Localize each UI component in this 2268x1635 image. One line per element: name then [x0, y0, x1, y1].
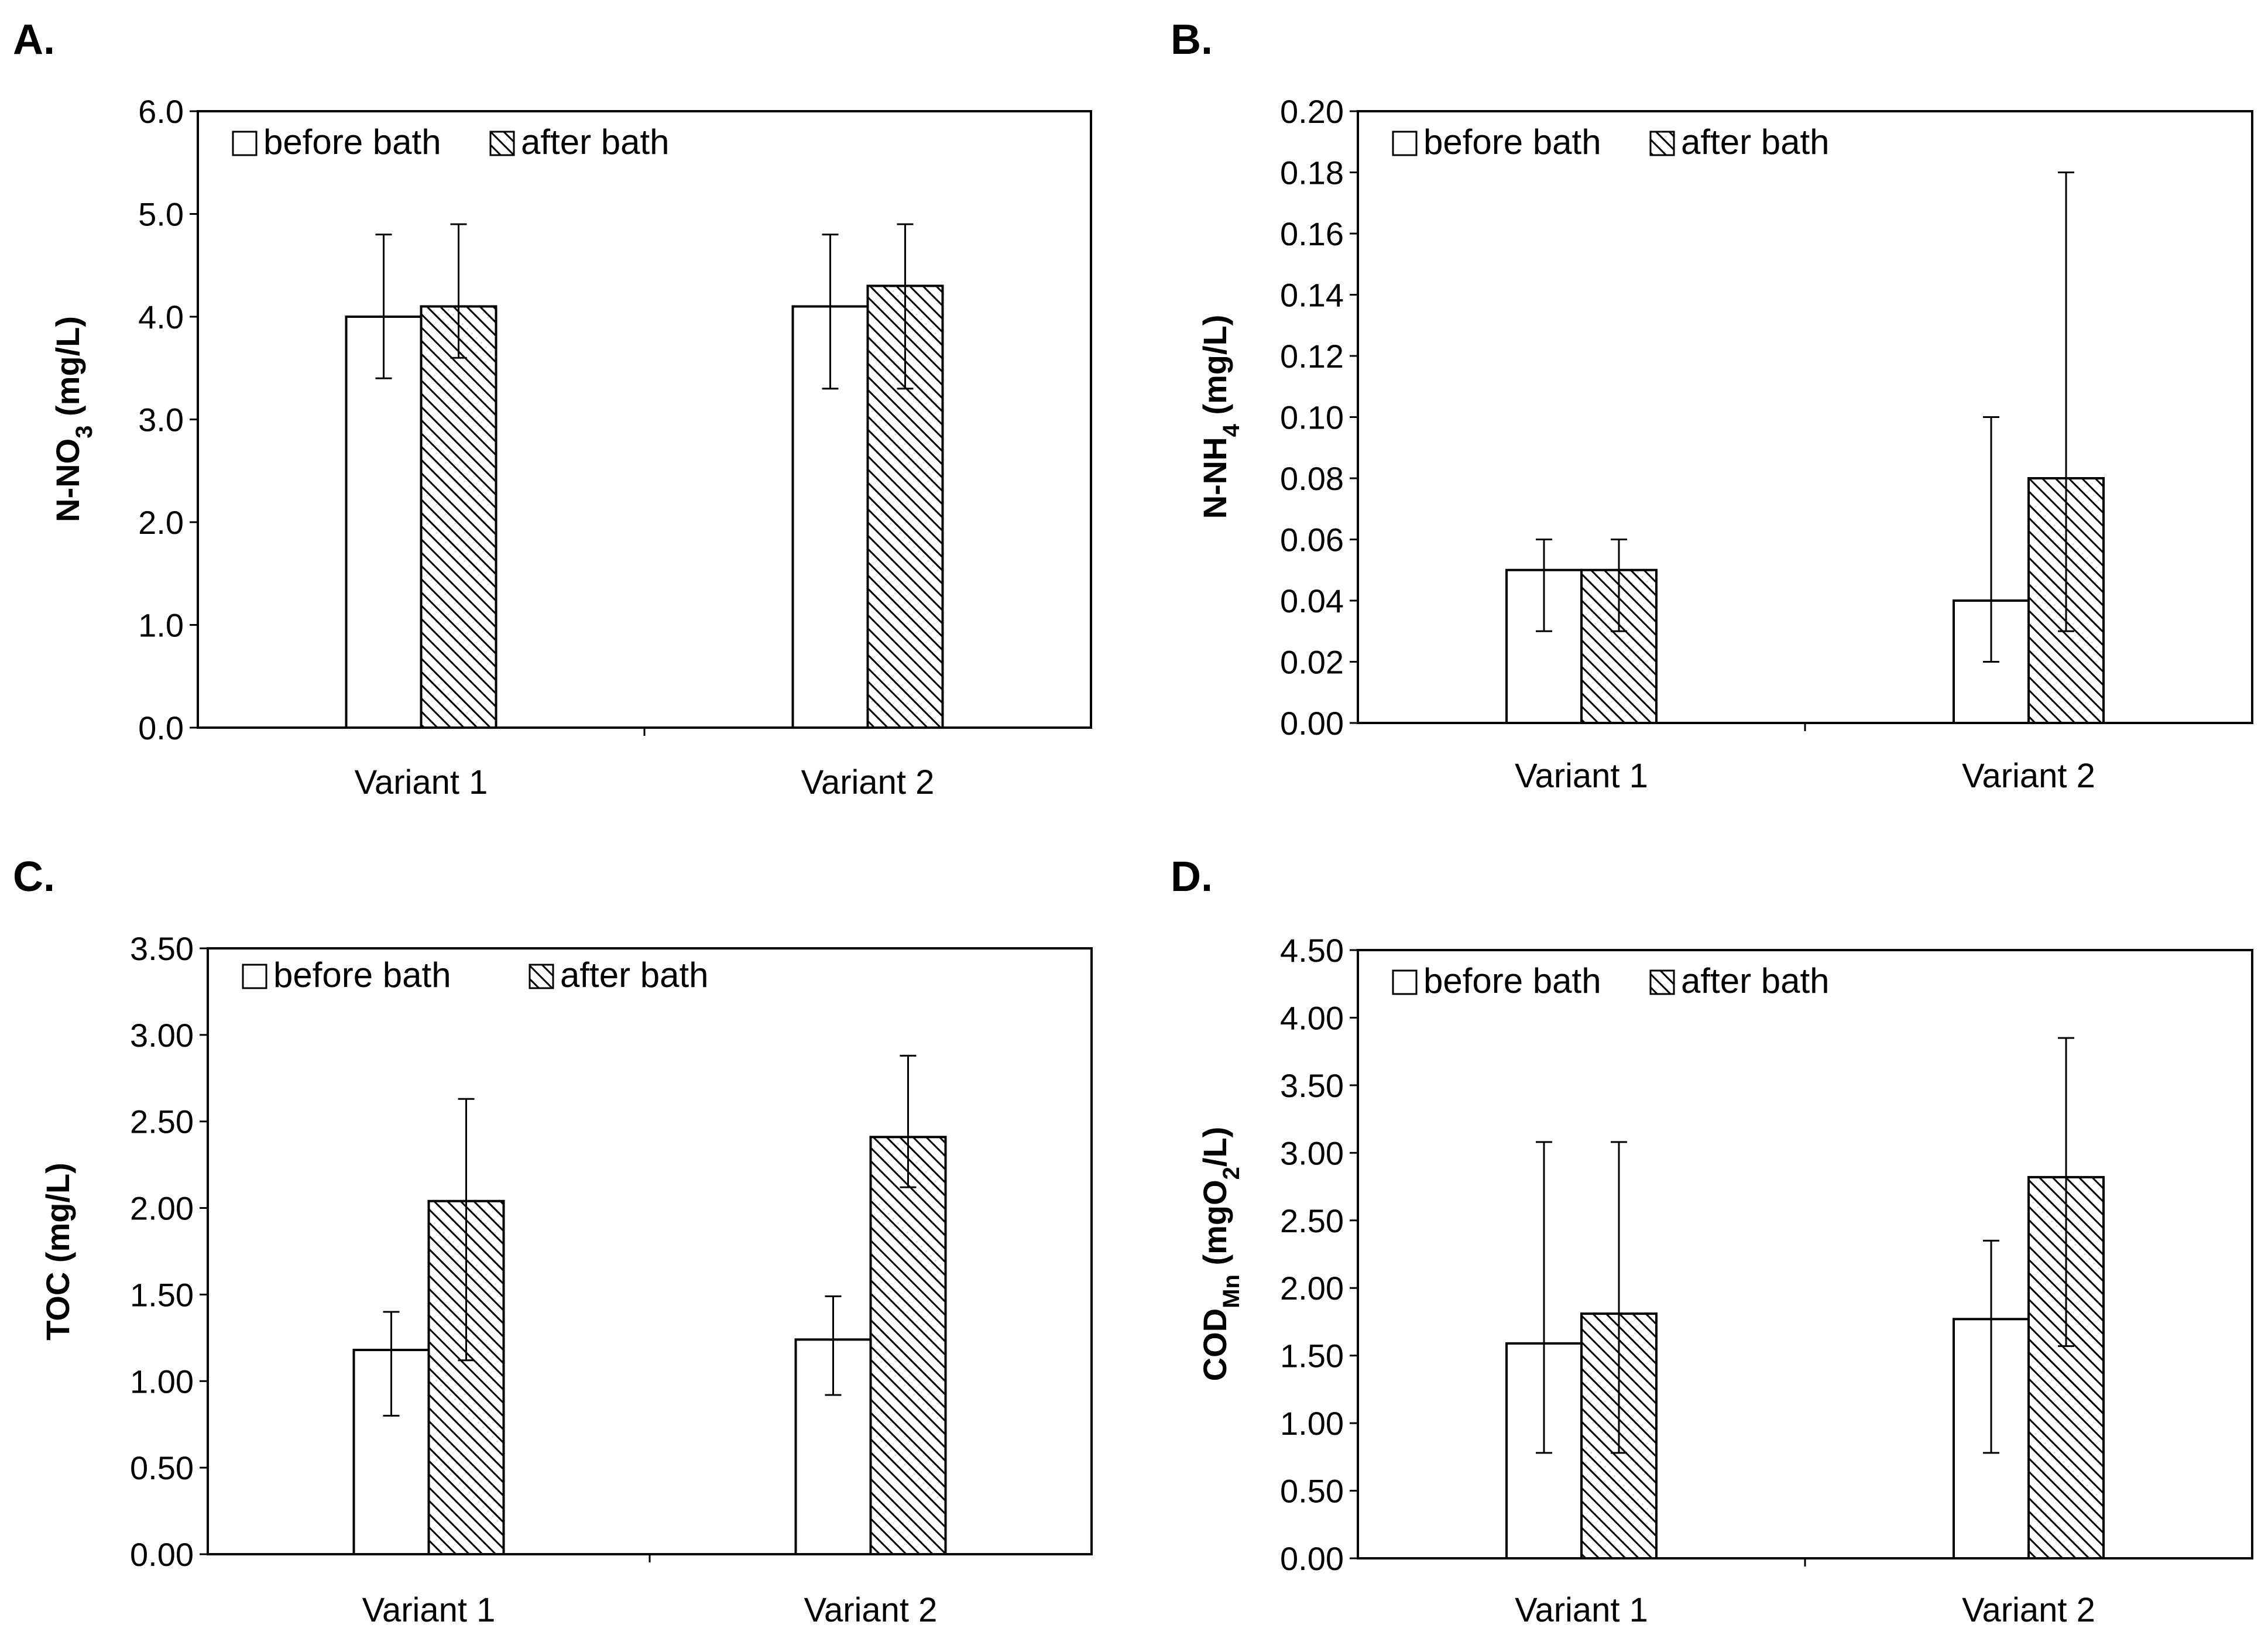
chart-panel-2: B. 0.00 0.02 0.04 0.06 0.08 0.10 0.12 0.14 0.16 0.…	[1171, 16, 2253, 795]
category-label: Variant 1	[362, 1591, 496, 1629]
y-tick-label: 2.0	[138, 504, 184, 541]
legend-label-2: after bath	[521, 122, 670, 162]
y-tick-label: 1.00	[1280, 1405, 1344, 1442]
y-tick-label: 6.0	[138, 93, 184, 130]
bar-after-2	[869, 1136, 947, 1556]
category-label: Variant 1	[355, 763, 488, 801]
y-tick-label: 0.16	[1280, 215, 1344, 252]
bar-before-1	[345, 316, 423, 729]
y-tick-label: 0.14	[1280, 277, 1344, 314]
legend-swatch-1	[242, 964, 267, 989]
legend-swatch-2	[489, 131, 515, 156]
y-tick-label: 0.18	[1280, 155, 1344, 191]
y-tick-label: 0.08	[1280, 460, 1344, 497]
y-label-tail2: /L)	[1196, 1127, 1233, 1167]
y-tick-label: 1.50	[130, 1276, 194, 1313]
y-label-main: TOC (mg/L)	[39, 1163, 76, 1341]
y-axis-label: N-NH4 (mg/L)	[1196, 315, 1244, 519]
y-tick-label: 0.50	[1280, 1473, 1344, 1510]
y-tick-label: 1.00	[130, 1363, 194, 1400]
y-tick-label: 3.50	[1280, 1067, 1344, 1104]
legend-label-1: before bath	[1423, 122, 1601, 162]
plot-frame	[207, 947, 1093, 1555]
y-tick-label: 0.12	[1280, 338, 1344, 375]
y-tick-label: 3.00	[1280, 1134, 1344, 1171]
category-label: Variant 2	[1962, 1591, 2095, 1629]
y-tick-label: 2.00	[1280, 1270, 1344, 1307]
y-tick-label: 2.50	[130, 1103, 194, 1140]
y-label-main: N-NH	[1196, 437, 1233, 519]
y-tick-label: 0.50	[130, 1449, 194, 1486]
y-tick-label: 0.0	[138, 709, 184, 746]
y-tick-label: 3.50	[130, 930, 194, 967]
y-axis-label: TOC (mg/L)	[39, 1163, 76, 1341]
y-tick-label: 2.00	[130, 1190, 194, 1227]
plot-frame	[1357, 949, 2253, 1559]
category-label: Variant 2	[804, 1591, 938, 1629]
chart-panel-1: A. 0.0 1.0 2.0 3.0 4.0 5.0 6.0 N-NO3 (mg/L) Varia…	[13, 16, 1092, 801]
y-tick-label: 1.50	[1280, 1338, 1344, 1375]
y-tick-label: 0.20	[1280, 93, 1344, 130]
bar-after-1	[420, 305, 497, 729]
legend-swatch-1	[232, 131, 258, 156]
plot-frame	[197, 110, 1092, 729]
y-label-sub2: 2	[1219, 1167, 1244, 1180]
legend-swatch-1	[1392, 969, 1418, 995]
y-label-sub: Mn	[1219, 1274, 1244, 1308]
y-tick-label: 4.0	[138, 299, 184, 335]
y-tick-label: 0.10	[1280, 399, 1344, 436]
y-tick-label: 0.04	[1280, 582, 1344, 619]
y-tick-label: 1.0	[138, 607, 184, 644]
y-label-main: COD	[1196, 1308, 1233, 1381]
category-label: Variant 1	[1515, 757, 1648, 795]
legend-label-1: before bath	[273, 955, 451, 995]
y-label-tail: (mg/L)	[1196, 315, 1233, 424]
panel-letter: C.	[13, 854, 55, 900]
y-label-sub: 4	[1219, 423, 1244, 437]
y-tick-label: 0.00	[130, 1536, 194, 1573]
chart-panel-3: C. 0.00 0.50 1.00 1.50 2.00 2.50 3.00 3.50 TOC (m…	[13, 854, 1093, 1629]
y-tick-label: 4.50	[1280, 932, 1344, 969]
chart-panel-4: D. 0.00 0.50 1.00 1.50 2.00 2.50 3.00 3.50 4.00 4.…	[1171, 854, 2253, 1629]
legend-swatch-2	[1649, 969, 1675, 995]
legend-label-2: after bath	[560, 955, 709, 995]
y-tick-label: 5.0	[138, 196, 184, 233]
category-label: Variant 1	[1515, 1591, 1648, 1629]
category-label: Variant 2	[1962, 757, 2095, 795]
y-label-sub: 3	[71, 426, 97, 438]
legend-label-1: before bath	[1423, 961, 1601, 1000]
y-tick-label: 3.00	[130, 1017, 194, 1054]
y-label-tail: (mgO	[1196, 1180, 1233, 1274]
y-tick-label: 4.00	[1280, 999, 1344, 1036]
legend-swatch-2	[529, 964, 554, 989]
legend-label-2: after bath	[1681, 122, 1830, 162]
y-label-tail: (mg/L)	[49, 316, 86, 426]
legend-label-1: before bath	[263, 122, 441, 162]
legend-swatch-2	[1649, 131, 1675, 156]
y-tick-label: 0.02	[1280, 644, 1344, 681]
y-tick-label: 2.50	[1280, 1202, 1344, 1239]
plot-frame	[1357, 110, 2253, 724]
y-tick-label: 0.00	[1280, 1540, 1344, 1577]
y-label-main: N-NO	[49, 438, 86, 522]
y-tick-label: 0.00	[1280, 705, 1344, 742]
category-label: Variant 2	[801, 763, 935, 801]
panel-letter: B.	[1171, 16, 1213, 63]
y-axis-label: N-NO3 (mg/L)	[49, 316, 97, 522]
panel-letter: A.	[13, 16, 55, 63]
y-axis-label: CODMn (mgO2/L)	[1196, 1127, 1244, 1382]
y-tick-label: 3.0	[138, 402, 184, 438]
y-tick-label: 0.06	[1280, 522, 1344, 558]
panel-letter: D.	[1171, 854, 1213, 900]
legend-swatch-1	[1392, 131, 1418, 156]
legend-label-2: after bath	[1681, 961, 1830, 1000]
